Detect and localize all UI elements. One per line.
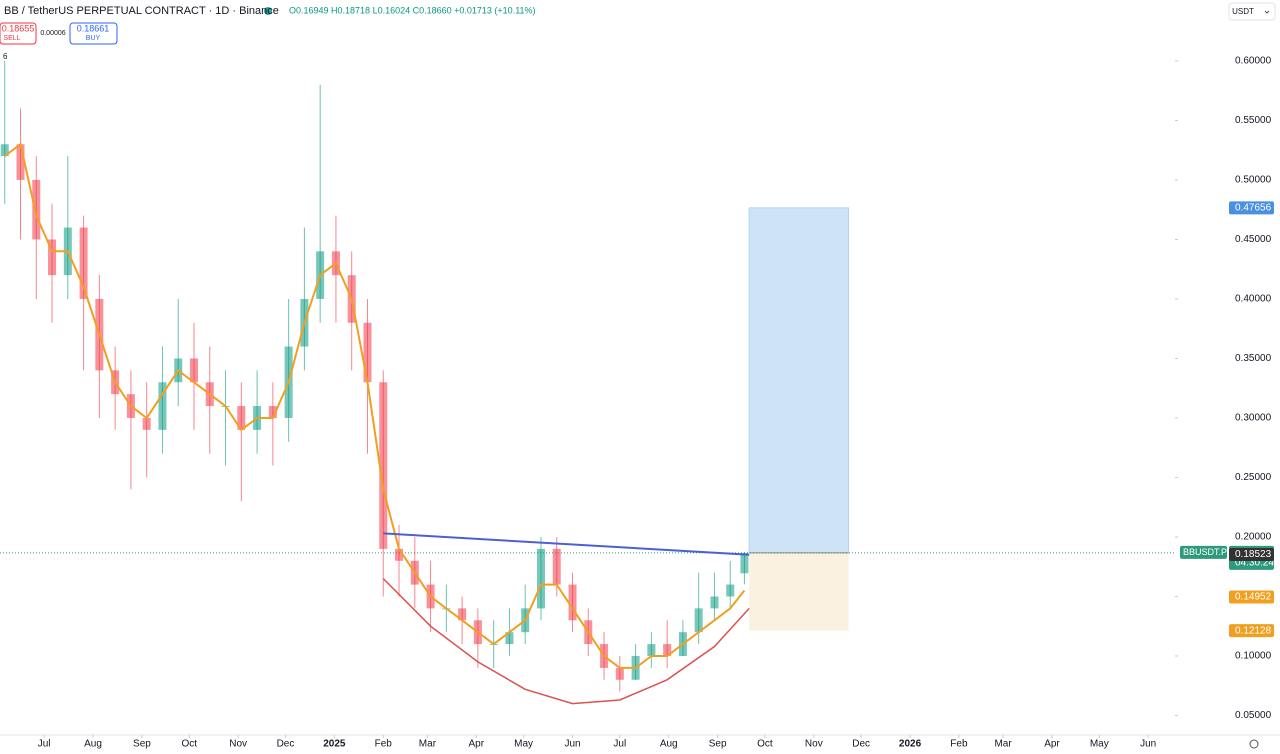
x-tick-label: Jun <box>564 739 580 750</box>
x-tick-label: Sep <box>133 739 151 750</box>
y-tick-label: 0.40000 <box>1235 294 1272 305</box>
rounding-bottom-arc <box>382 578 750 705</box>
y-tick-label: 0.45000 <box>1235 234 1272 245</box>
price-tag-label: 0.12128 <box>1235 625 1272 636</box>
plot-area <box>0 60 1175 705</box>
x-tick-label: Oct <box>181 739 197 750</box>
x-tick-label: Sep <box>709 739 727 750</box>
corner-note: 6 <box>3 52 8 61</box>
y-tick-label: 0.50000 <box>1235 175 1272 186</box>
y-tick-label: 0.20000 <box>1235 532 1272 543</box>
candle-body <box>568 584 577 621</box>
status-dot <box>264 7 272 15</box>
x-tick-label: Aug <box>660 739 678 750</box>
sell-label: SELL <box>3 35 20 42</box>
candle-body <box>552 548 561 585</box>
x-tick-label: Apr <box>469 739 485 750</box>
candle-body <box>0 144 9 157</box>
candle-body <box>505 632 514 645</box>
sell-button[interactable] <box>0 22 37 45</box>
candle-body <box>158 382 167 430</box>
candle-body <box>363 322 372 383</box>
candle-body <box>79 227 88 299</box>
x-tick-label: Feb <box>375 739 393 750</box>
buy-price: 0.18661 <box>77 23 110 33</box>
trend-line <box>383 532 750 556</box>
x-tick-label: Nov <box>805 739 823 750</box>
symbol-label: BBUSDT.P <box>1183 547 1227 557</box>
x-tick-label: Mar <box>419 739 437 750</box>
price-tag <box>1229 624 1274 638</box>
y-tick-label: 0.25000 <box>1235 472 1272 483</box>
price-tag <box>1229 201 1274 215</box>
candle-body <box>740 552 749 574</box>
x-tick-label: Jun <box>1140 739 1156 750</box>
symbol-tag <box>1180 545 1227 559</box>
candle-body <box>32 179 41 240</box>
x-tick-label: Dec <box>852 739 870 750</box>
y-tick-label: 0.05000 <box>1235 710 1272 721</box>
candle-body <box>694 608 703 633</box>
spread: 0.00006 <box>40 30 65 37</box>
x-tick-label: Jul <box>613 739 626 750</box>
candle-body <box>379 382 388 549</box>
x-tick-label: Dec <box>277 739 295 750</box>
price-countdown: 04:30:24 <box>1235 558 1274 569</box>
x-tick-label: Apr <box>1044 739 1060 750</box>
x-tick-label: Feb <box>950 739 968 750</box>
price-tag-label: 0.47656 <box>1235 202 1272 213</box>
x-tick-label: May <box>514 739 533 750</box>
candle-body <box>710 596 719 609</box>
candle-body <box>237 406 246 430</box>
dropdown-icon <box>1264 10 1270 14</box>
buy-label: BUY <box>86 35 101 42</box>
candle-body <box>142 417 151 430</box>
currency: USDT <box>1232 7 1254 16</box>
x-tick-label: Jul <box>38 739 51 750</box>
sell-price: 0.18655 <box>2 23 35 33</box>
candle-body <box>16 144 25 180</box>
ohlc: O0.16949 H0.18718 L0.16024 C0.18660 +0.0… <box>289 5 536 15</box>
candle-body <box>663 644 672 656</box>
x-tick-label: May <box>1090 739 1109 750</box>
x-tick-label: Mar <box>994 739 1012 750</box>
x-tick-label: 2026 <box>899 739 922 750</box>
y-tick-label: 0.30000 <box>1235 413 1272 424</box>
symbol-title: BB / TetherUS PERPETUAL CONTRACT · 1D · … <box>4 5 279 17</box>
y-tick-label: 0.35000 <box>1235 353 1272 364</box>
x-tick-label: 2025 <box>323 739 346 750</box>
candle-body <box>647 644 656 656</box>
price-tag-label: 0.18523 <box>1235 549 1272 560</box>
x-tick-label: Aug <box>84 739 102 750</box>
y-tick-label: 0.60000 <box>1235 56 1272 67</box>
price-tag-label: 0.14952 <box>1235 592 1272 603</box>
x-tick-label: Nov <box>229 739 247 750</box>
price-tag <box>1229 548 1274 562</box>
candle-body <box>189 358 198 383</box>
profit-zone <box>748 207 850 554</box>
candle-body <box>268 406 277 418</box>
candle-body <box>536 548 545 609</box>
x-tick-label: Oct <box>757 739 773 750</box>
loss-zone <box>749 552 849 631</box>
candle-body <box>395 548 404 561</box>
price-tag <box>1229 590 1274 604</box>
candle-body <box>458 608 467 621</box>
currency-button[interactable] <box>1228 2 1276 21</box>
candle-body <box>615 667 624 680</box>
buy-button[interactable] <box>69 22 118 45</box>
y-tick-label: 0.10000 <box>1235 651 1272 662</box>
y-tick-label: 0.55000 <box>1235 115 1272 126</box>
candle-body <box>726 584 735 597</box>
candle-body <box>48 239 57 276</box>
moving-average <box>4 142 746 669</box>
settings-icon[interactable] <box>1249 739 1259 749</box>
